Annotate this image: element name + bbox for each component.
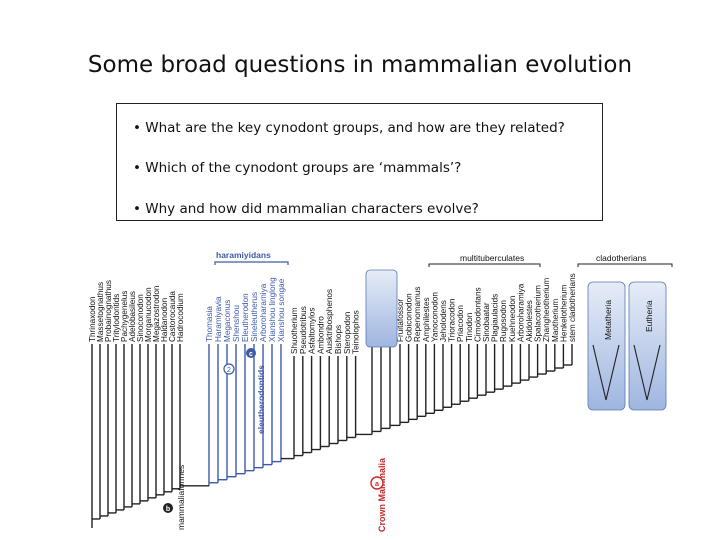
monotreme-highlight	[365, 269, 398, 348]
node-marker-b: b	[163, 503, 173, 513]
taxon-label: Probainognathus	[104, 280, 113, 342]
taxon-label: Teinolophos	[352, 310, 361, 354]
eutheria-wedge	[633, 344, 661, 401]
taxon-labels: Thrinaxodon Massetognathus Probainognathus…	[88, 273, 577, 354]
taxon-label: Thrinaxodon	[88, 296, 97, 342]
taxon-label: Cimolodontans	[473, 287, 482, 342]
taxon-label: Sineleutherus	[250, 292, 259, 342]
eleutherodontids-label: eleutherodontids	[256, 365, 266, 434]
svg-text:a: a	[375, 481, 379, 488]
question-1: • What are the key cynodont groups, and …	[133, 120, 565, 136]
taxon-label: Sinoconodon	[136, 294, 145, 342]
taxon-label: Megaconus	[223, 300, 232, 342]
question-2: • Which of the cynodont groups are ‘mamm…	[133, 160, 462, 176]
taxon-label: Yanoconodon	[430, 292, 439, 342]
taxon-label: Steropodon	[343, 311, 352, 354]
cladotherians-label: cladotherians	[596, 253, 647, 263]
taxon-label: Ausktribosphenos	[325, 289, 334, 354]
taxon-label: Bishops	[334, 325, 343, 354]
taxon-label: Spalacotherium	[534, 285, 543, 342]
taxon-label: Tinodon	[465, 312, 474, 342]
taxon-label: Asfaltomylos	[308, 308, 317, 354]
taxon-label: Adelobasileus	[128, 291, 137, 342]
taxon-label: Trioracodon	[448, 298, 457, 342]
mammaliaformes-label: mammaliaformes	[176, 465, 186, 530]
eutheria-box	[628, 281, 667, 411]
taxon-label: Xianshou songae	[277, 278, 286, 342]
taxon-label: Jeholodens	[439, 300, 448, 342]
svg-text:c: c	[249, 351, 253, 358]
taxon-label: Plagiaulacids	[491, 294, 500, 342]
taxon-label: Megazostrodon	[152, 285, 161, 342]
taxon-label: Haramiyavia	[214, 296, 223, 342]
taxon-label: Arboroharamiya	[259, 283, 268, 342]
taxon-label: Akidolestes	[525, 300, 534, 342]
taxon-label: Zhangheotherium	[542, 278, 551, 342]
taxon-label: Pachygenelus	[120, 291, 129, 342]
question-3: • Why and how did mammalian characters e…	[133, 201, 479, 217]
metatheria-label: Metatheria	[603, 300, 613, 340]
multituberculates-bracket	[428, 263, 541, 267]
taxon-label: Repenomamus	[413, 286, 422, 342]
node-marker-2: 2	[223, 363, 235, 375]
metatheria-box	[587, 281, 626, 411]
haramiyidans-bracket	[214, 261, 289, 265]
taxon-label: Pseudotribus	[299, 306, 308, 354]
taxon-label: Henkelotherium	[559, 284, 568, 342]
taxon-label: Eleutherodon	[241, 293, 250, 342]
taxon-label: Maotherium	[551, 299, 560, 342]
taxon-label: Tritylodontids	[112, 294, 121, 342]
svg-text:2: 2	[227, 367, 231, 374]
tree-branches	[91, 344, 573, 528]
taxon-label: Thomasia	[205, 306, 214, 342]
taxon-label: stem cladotherians	[568, 273, 577, 342]
taxon-label: Sinobaatar	[482, 302, 491, 342]
taxon-label: Massetognathus	[96, 282, 105, 342]
taxon-label: Arboroharamiya	[516, 283, 525, 342]
taxon-label: Shuotherium	[290, 307, 299, 354]
haramiyidans-label: haramiyidans	[216, 250, 271, 260]
node-marker-c: c	[246, 348, 256, 358]
node-marker-a: a	[370, 476, 384, 490]
taxon-label: Xianshou linglong	[268, 277, 277, 342]
taxon-label: Ambondro	[316, 316, 325, 354]
taxon-label: Priacodon	[456, 305, 465, 342]
crown-mammalia-label: Crown Mammalia	[377, 457, 387, 532]
taxon-label: Gobiconodon	[405, 293, 414, 342]
cladotherians-bracket	[577, 263, 673, 267]
taxon-label: Haldanodon	[160, 297, 169, 342]
taxon-label: Shenshou	[232, 305, 241, 342]
taxon-label: Rugosodon	[499, 300, 508, 342]
taxon-label: Hadrocodium	[176, 293, 185, 342]
svg-text:b: b	[166, 506, 170, 513]
eutheria-label: Eutheria	[644, 300, 654, 332]
taxon-label: Morganucodon	[144, 287, 153, 342]
metatheria-wedge	[592, 344, 620, 401]
taxon-label: Fruitafossor	[396, 299, 405, 342]
slide-title: Some broad questions in mammalian evolut…	[87, 52, 633, 78]
taxon-label: Castorocauda	[168, 291, 177, 342]
multituberculates-label: multituberculates	[460, 253, 524, 263]
taxon-label: Kuehneodon	[508, 295, 517, 342]
questions-box: • What are the key cynodont groups, and …	[116, 103, 603, 221]
taxon-label: Amphilestes	[422, 297, 431, 342]
